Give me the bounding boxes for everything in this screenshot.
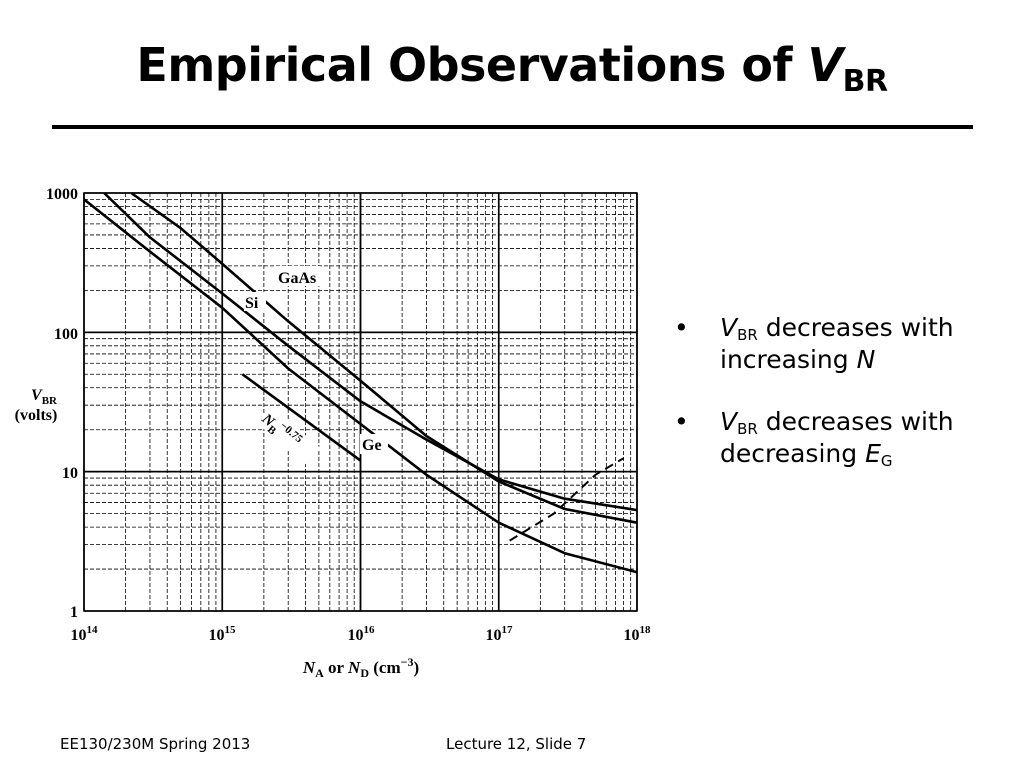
x-axis-label: NA or ND (cm−3)	[302, 655, 419, 680]
annotation-bg	[244, 292, 266, 311]
curve-gaas	[103, 192, 638, 512]
curve-si	[130, 191, 638, 524]
curve-dashed-boundary	[509, 457, 625, 542]
bullet-item: • VBR decreases with decreasing EG	[668, 406, 998, 470]
footer-slide-number: Lecture 12, Slide 7	[446, 735, 587, 753]
x-tick-label: 1014	[71, 624, 99, 644]
page-title: Empirical Observations of VBR	[0, 38, 1024, 97]
bullet-icon: •	[674, 313, 689, 342]
plot-frame	[83, 192, 638, 612]
title-subscript: BR	[842, 64, 888, 99]
series-label-si: Si	[245, 295, 259, 312]
x-tick-label: 1015	[209, 624, 237, 644]
y-tick-label: 1	[70, 604, 78, 621]
x-tick-label: 1017	[486, 624, 514, 644]
annotation-bg	[256, 405, 322, 466]
x-tick-label: 1016	[348, 624, 376, 644]
bullet-text: VBR decreases with decreasing EG	[720, 407, 954, 470]
annotation-bg	[276, 266, 320, 286]
bullet-text: VBR decreases with increasing N	[720, 313, 954, 374]
annotation-bg	[360, 434, 388, 454]
y-axis-label: VBR	[31, 387, 58, 407]
y-tick-label: 10	[62, 465, 78, 482]
title-divider	[52, 125, 973, 129]
curve-slope-reference	[241, 373, 362, 462]
y-axis-label-unit: (volts)	[15, 407, 58, 424]
bullet-item: • VBR decreases with increasing N	[668, 312, 998, 376]
chart-curves	[83, 191, 638, 574]
footer-course: EE130/230M Spring 2013	[60, 735, 251, 753]
title-text: Empirical Observations of	[136, 38, 808, 92]
x-tick-label: 1018	[624, 624, 652, 644]
curve-ge	[83, 198, 638, 574]
breakdown-voltage-chart: 1000 100 10 1 1014 1015 1016 1017 1018 V…	[15, 186, 652, 680]
y-tick-label: 100	[54, 326, 78, 343]
bullet-list: • VBR decreases with increasing N • VBR …	[668, 312, 998, 500]
title-variable: V	[807, 38, 843, 92]
series-label-ge: Ge	[362, 437, 382, 454]
bullet-icon: •	[674, 407, 689, 436]
y-tick-label: 1000	[46, 186, 78, 203]
series-label-gaas: GaAs	[278, 270, 316, 287]
